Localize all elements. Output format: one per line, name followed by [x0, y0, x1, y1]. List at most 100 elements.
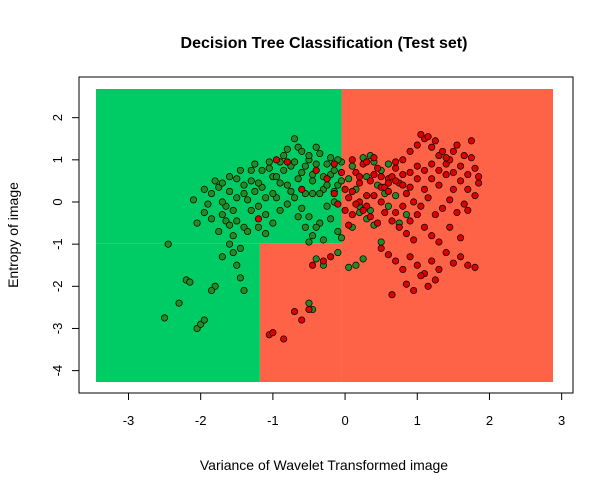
x-tick-label: -1	[267, 413, 279, 428]
point-class-1	[475, 173, 483, 181]
point-class-1	[330, 190, 338, 198]
point-class-1	[449, 168, 457, 177]
y-axis: -4 -3 -2 -1 0 1 2	[50, 114, 80, 376]
point-class-0	[276, 179, 284, 187]
point-class-1	[377, 173, 385, 181]
point-class-0	[287, 187, 295, 195]
point-class-1	[475, 179, 483, 187]
point-class-0	[352, 261, 360, 269]
point-class-0	[226, 221, 234, 229]
point-class-1	[283, 158, 291, 166]
point-class-0	[283, 200, 291, 208]
point-class-1	[406, 147, 414, 155]
point-class-1	[384, 179, 392, 187]
point-class-0	[276, 206, 284, 214]
point-class-0	[312, 143, 320, 151]
point-class-0	[345, 263, 353, 271]
point-class-0	[316, 149, 324, 158]
point-class-0	[254, 179, 262, 187]
point-class-1	[435, 166, 443, 174]
point-class-0	[301, 162, 309, 170]
point-class-0	[384, 160, 392, 168]
point-class-0	[211, 177, 219, 185]
point-class-1	[399, 181, 407, 189]
point-class-0	[305, 152, 313, 160]
y-axis-label: Entropy of image	[5, 182, 21, 288]
point-class-0	[283, 145, 291, 153]
point-class-1	[305, 305, 313, 314]
point-class-1	[424, 133, 432, 141]
point-class-1	[370, 192, 378, 200]
point-class-0	[204, 200, 212, 208]
point-class-1	[341, 206, 349, 214]
point-class-1	[453, 141, 461, 149]
point-class-0	[345, 175, 353, 183]
point-class-0	[298, 147, 306, 155]
point-class-1	[467, 137, 475, 145]
point-class-1	[460, 152, 468, 160]
point-class-0	[200, 185, 208, 193]
point-class-1	[435, 181, 443, 189]
point-class-0	[359, 255, 367, 263]
point-class-0	[161, 314, 169, 322]
point-class-1	[410, 236, 418, 244]
point-class-1	[345, 194, 353, 202]
point-class-1	[464, 206, 472, 214]
point-class-0	[251, 160, 259, 168]
point-class-1	[337, 168, 346, 177]
point-class-0	[269, 219, 277, 227]
y-tick-label: -3	[50, 323, 65, 335]
point-class-1	[327, 253, 335, 261]
point-class-1	[431, 137, 439, 145]
point-class-1	[453, 208, 461, 217]
y-tick-label: 1	[50, 156, 65, 163]
point-class-1	[290, 308, 299, 316]
decision-region-class-1	[341, 89, 553, 382]
point-class-1	[449, 259, 457, 267]
point-class-0	[229, 206, 237, 214]
point-class-0	[240, 286, 248, 295]
point-class-0	[392, 192, 400, 200]
point-class-1	[269, 329, 277, 337]
point-class-0	[236, 166, 244, 174]
point-class-0	[323, 202, 331, 210]
point-class-1	[309, 261, 317, 269]
point-class-1	[381, 208, 389, 217]
point-class-0	[298, 204, 306, 212]
point-class-0	[229, 249, 237, 257]
point-class-0	[330, 166, 338, 174]
point-class-1	[366, 213, 374, 221]
point-class-0	[200, 208, 208, 217]
point-class-1	[377, 198, 385, 206]
point-class-0	[189, 196, 198, 204]
point-class-1	[298, 185, 306, 193]
point-class-1	[424, 282, 432, 290]
point-class-0	[262, 194, 270, 202]
point-class-1	[363, 158, 371, 166]
point-class-0	[280, 166, 288, 174]
point-class-1	[442, 171, 450, 179]
point-class-1	[345, 221, 353, 229]
point-class-1	[449, 147, 457, 155]
point-class-1	[424, 194, 432, 202]
chart-title: Decision Tree Classification (Test set)	[181, 35, 468, 52]
point-class-1	[334, 200, 342, 208]
point-class-1	[355, 179, 364, 187]
point-class-1	[388, 217, 396, 225]
point-class-1	[319, 257, 327, 265]
point-class-1	[384, 251, 392, 259]
point-class-1	[359, 206, 367, 214]
point-class-0	[254, 223, 262, 231]
point-class-0	[244, 196, 252, 204]
point-class-1	[467, 154, 475, 162]
point-class-1	[377, 244, 385, 252]
point-class-1	[388, 291, 396, 299]
point-class-1	[438, 204, 447, 212]
point-class-1	[442, 249, 450, 257]
point-class-1	[413, 175, 421, 183]
point-class-0	[262, 211, 270, 219]
point-class-1	[399, 202, 407, 210]
point-class-0	[233, 217, 241, 225]
point-class-0	[280, 152, 288, 160]
point-class-1	[413, 211, 421, 219]
